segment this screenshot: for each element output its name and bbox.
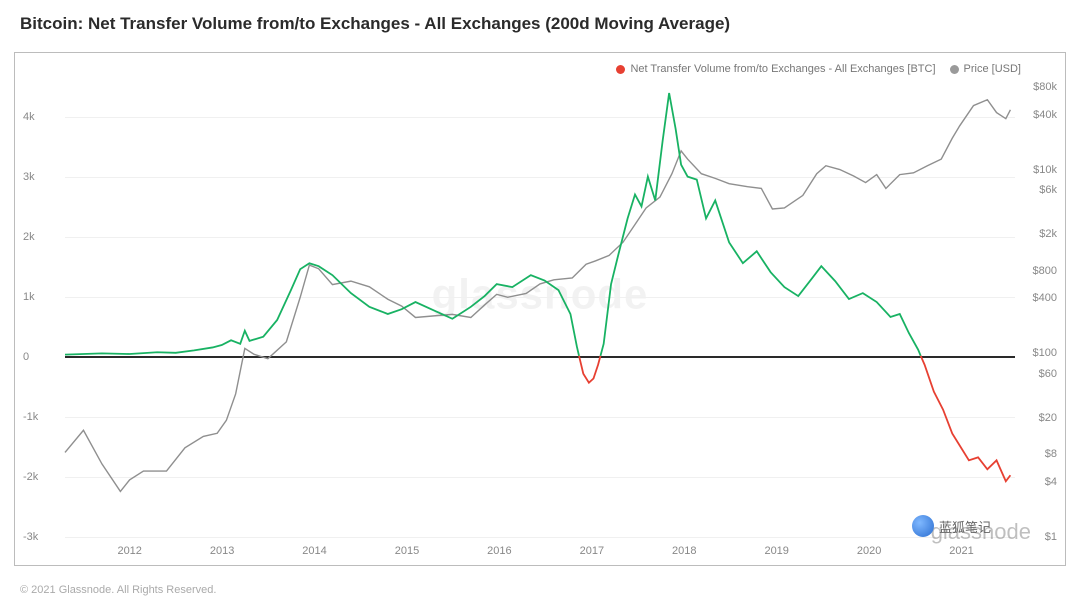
legend: Net Transfer Volume from/to Exchanges - … — [616, 63, 1021, 75]
legend-dot-volume — [616, 65, 625, 74]
x-tick: 2012 — [117, 545, 141, 557]
y-right-tick: $100 — [1033, 347, 1057, 359]
x-tick: 2013 — [210, 545, 234, 557]
y-left-tick: 4k — [23, 111, 35, 123]
y-right-tick: $4 — [1045, 476, 1057, 488]
y-left-tick: 1k — [23, 291, 35, 303]
y-right-tick: $40k — [1033, 109, 1057, 121]
volume-line-positive — [65, 263, 579, 356]
x-tick: 2016 — [487, 545, 511, 557]
plot-area — [65, 87, 1015, 535]
price-line — [65, 100, 1010, 492]
y-right-tick: $10k — [1033, 164, 1057, 176]
x-tick: 2014 — [302, 545, 326, 557]
y-right-tick: $60 — [1039, 368, 1057, 380]
y-left-tick: -2k — [23, 471, 38, 483]
y-right-tick: $800 — [1033, 265, 1057, 277]
y-right-tick: $400 — [1033, 292, 1057, 304]
volume-line-negative — [579, 356, 600, 383]
x-tick: 2019 — [764, 545, 788, 557]
volume-line-positive — [600, 93, 920, 356]
y-right-tick: $6k — [1039, 184, 1057, 196]
y-left-tick: 2k — [23, 231, 35, 243]
y-right-tick: $20 — [1039, 412, 1057, 424]
legend-item-volume: Net Transfer Volume from/to Exchanges - … — [616, 63, 935, 75]
y-right-tick: $2k — [1039, 228, 1057, 240]
volume-line-negative — [921, 356, 1011, 481]
legend-dot-price — [950, 65, 959, 74]
legend-label-volume: Net Transfer Volume from/to Exchanges - … — [630, 63, 935, 75]
source-badge-label: 蓝狐笔记 — [939, 517, 991, 536]
y-right-tick: $80k — [1033, 81, 1057, 93]
legend-label-price: Price [USD] — [964, 63, 1021, 75]
source-badge: 蓝狐笔记 — [912, 515, 991, 537]
x-tick: 2017 — [580, 545, 604, 557]
y-right-tick: $1 — [1045, 531, 1057, 543]
x-tick: 2020 — [857, 545, 881, 557]
x-tick: 2018 — [672, 545, 696, 557]
y-left-tick: -1k — [23, 411, 38, 423]
avatar-icon — [912, 515, 934, 537]
gridline — [65, 537, 1015, 538]
x-tick: 2015 — [395, 545, 419, 557]
chart-svg — [65, 87, 1015, 535]
y-left-tick: 3k — [23, 171, 35, 183]
y-right-tick: $8 — [1045, 448, 1057, 460]
y-left-tick: -3k — [23, 531, 38, 543]
chart-title: Bitcoin: Net Transfer Volume from/to Exc… — [20, 14, 730, 34]
legend-item-price: Price [USD] — [950, 63, 1021, 75]
y-left-tick: 0 — [23, 351, 29, 363]
chart-container: Net Transfer Volume from/to Exchanges - … — [14, 52, 1066, 566]
x-tick: 2021 — [949, 545, 973, 557]
copyright-text: © 2021 Glassnode. All Rights Reserved. — [20, 584, 216, 596]
